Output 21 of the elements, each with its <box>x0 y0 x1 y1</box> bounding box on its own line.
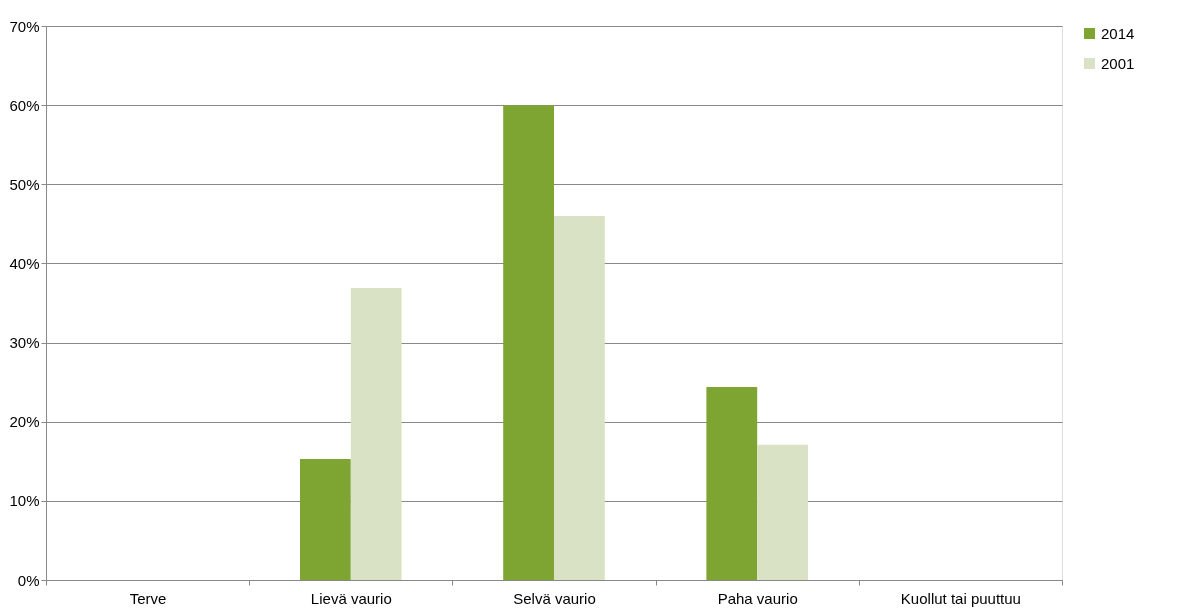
y-tick-label: 70% <box>9 17 40 35</box>
legend-label: 2001 <box>1101 54 1135 72</box>
y-tick-label: 20% <box>9 413 40 431</box>
bar <box>503 105 554 580</box>
x-tick-label: Selvä vaurio <box>513 589 596 607</box>
bar <box>706 386 758 580</box>
bar <box>300 458 351 580</box>
legend-label: 2014 <box>1101 24 1135 42</box>
y-tick-label: 0% <box>17 571 40 589</box>
y-tick-label: 60% <box>9 96 40 114</box>
y-tick-label: 10% <box>9 492 40 510</box>
bar <box>757 444 808 580</box>
y-tick-label: 50% <box>9 175 40 193</box>
x-tick-label: Kuollut tai puuttuu <box>900 589 1021 607</box>
y-tick-label: 30% <box>9 334 40 352</box>
x-tick-label: Paha vaurio <box>717 589 798 607</box>
y-tick-label: 40% <box>9 254 40 272</box>
bar <box>350 287 402 580</box>
x-tick-label: Terve <box>129 589 167 607</box>
x-tick-label: Lievä vaurio <box>310 589 392 607</box>
bar <box>554 215 605 580</box>
